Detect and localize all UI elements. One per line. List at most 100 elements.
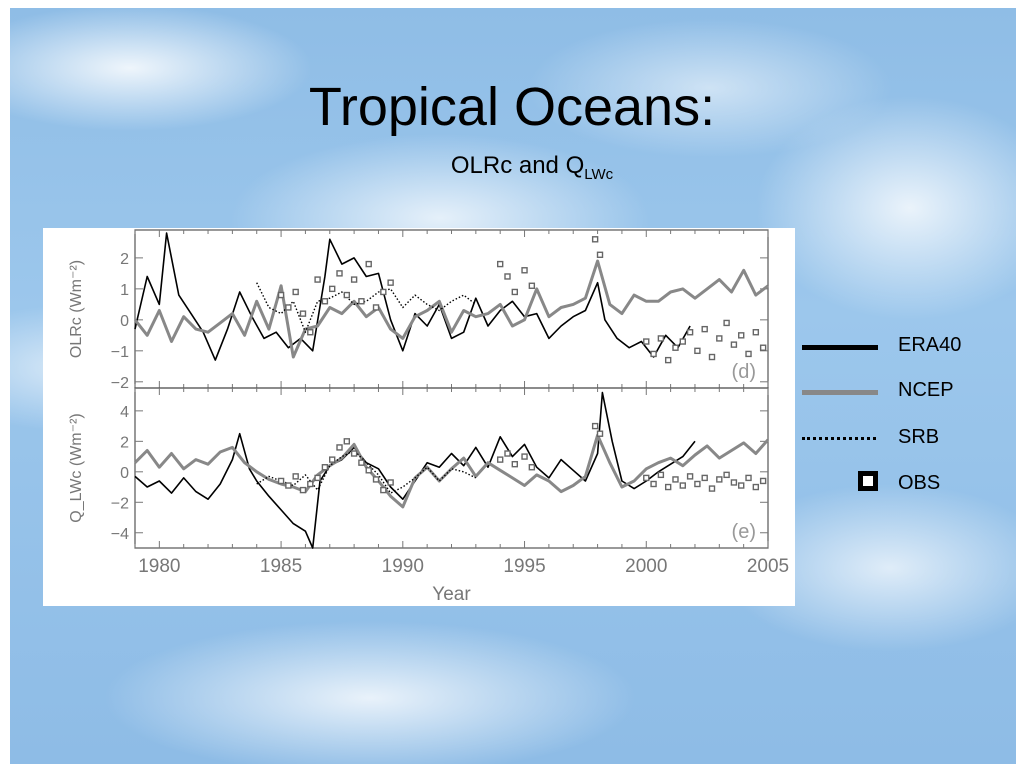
- obs-marker-olrc: [504, 273, 511, 280]
- obs-marker-qlwc: [591, 422, 599, 430]
- legend-label-obs: OBS: [898, 472, 941, 494]
- obs-marker-qlwc: [701, 474, 708, 482]
- panel-frame-olrc: [134, 229, 769, 389]
- legend-item-obs: OBS: [800, 468, 1010, 498]
- legend-label-era40: ERA40: [898, 334, 962, 356]
- obs-marker-qlwc: [664, 483, 672, 491]
- obs-marker-qlwc: [511, 460, 518, 468]
- obs-marker-qlwc: [350, 450, 358, 457]
- obs-marker-qlwc: [596, 430, 604, 437]
- y-tick-label-olrc: −1: [111, 344, 129, 361]
- legend-swatch-obs: [858, 471, 878, 491]
- obs-marker-olrc: [694, 347, 701, 355]
- obs-marker-qlwc: [285, 482, 292, 489]
- obs-marker-olrc: [701, 325, 708, 333]
- series-line-era40-olrc: [134, 232, 691, 361]
- figure-panel: −2 −1 0 1 2 OLRc (Wm⁻²) (d) −4 −2 0 2 4 Q_LWc (Wm⁻²)…: [43, 228, 795, 606]
- obs-marker-olrc: [664, 356, 672, 364]
- obs-marker-qlwc: [679, 482, 686, 489]
- obs-marker-olrc: [738, 332, 745, 339]
- obs-marker-qlwc: [738, 482, 745, 489]
- obs-marker-qlwc: [504, 450, 511, 457]
- obs-marker-olrc: [730, 341, 738, 348]
- obs-marker-olrc: [314, 276, 321, 283]
- obs-marker-qlwc: [496, 456, 504, 463]
- legend-label-srb: SRB: [898, 426, 940, 448]
- obs-marker-olrc: [591, 236, 599, 243]
- obs-marker-olrc: [329, 285, 336, 293]
- x-tick-label: 1995: [503, 556, 545, 577]
- obs-marker-olrc: [496, 260, 504, 268]
- obs-marker-olrc: [723, 319, 730, 327]
- obs-marker-olrc: [745, 350, 752, 358]
- obs-marker-olrc: [299, 310, 307, 317]
- obs-marker-olrc: [679, 338, 686, 345]
- obs-marker-olrc: [511, 288, 518, 296]
- legend-item-srb: SRB: [800, 422, 1010, 452]
- panel-label-olrc: (d): [732, 361, 756, 383]
- legend-swatch-era40: [802, 345, 878, 350]
- obs-marker-olrc: [708, 353, 716, 361]
- obs-marker-qlwc: [387, 479, 394, 486]
- obs-marker-qlwc: [723, 471, 730, 479]
- obs-marker-olrc: [387, 279, 394, 286]
- subtitle-subscript: LWc: [584, 165, 614, 183]
- series-line-srb-olrc: [256, 282, 477, 333]
- y-axis-label-qlwc: Q_LWc (Wm⁻²): [68, 413, 85, 522]
- y-tick-label-olrc: 1: [120, 282, 129, 299]
- y-tick-label-qlwc: 2: [120, 434, 129, 451]
- obs-marker-olrc: [596, 251, 604, 258]
- panel-label-qlwc: (e): [732, 521, 756, 543]
- obs-marker-qlwc: [528, 464, 536, 471]
- obs-marker-olrc: [321, 298, 329, 305]
- subtitle-main: OLRc and Q: [450, 152, 585, 179]
- obs-marker-qlwc: [521, 453, 528, 460]
- obs-marker-olrc: [372, 304, 380, 311]
- obs-marker-qlwc: [299, 486, 307, 494]
- obs-marker-olrc: [307, 329, 314, 336]
- obs-marker-olrc: [292, 288, 299, 296]
- obs-marker-qlwc: [321, 464, 329, 471]
- y-tick-label-qlwc: 0: [120, 465, 129, 482]
- obs-marker-olrc: [672, 344, 679, 351]
- legend-label-ncep: NCEP: [898, 379, 954, 401]
- obs-marker-olrc: [350, 276, 358, 283]
- chart-svg: −2 −1 0 1 2 OLRc (Wm⁻²) (d) −4 −2 0 2 4 Q_LWc (Wm⁻²)…: [68, 229, 789, 605]
- obs-marker-qlwc: [365, 467, 372, 474]
- obs-marker-olrc: [528, 282, 536, 289]
- x-tick-label: 1990: [382, 556, 424, 577]
- obs-marker-qlwc: [657, 471, 665, 479]
- slide-subtitle: OLRc and QLWc: [0, 152, 1024, 183]
- obs-marker-qlwc: [336, 444, 343, 451]
- obs-marker-qlwc: [307, 480, 314, 488]
- obs-marker-qlwc: [759, 477, 767, 485]
- series-line-era40-qlwc: [134, 391, 696, 549]
- y-tick-label-qlwc: 4: [120, 404, 129, 421]
- obs-marker-olrc: [759, 344, 767, 351]
- obs-marker-qlwc: [650, 480, 657, 488]
- legend-item-era40: ERA40: [800, 330, 1010, 360]
- series-line-ncep-qlwc: [133, 433, 770, 509]
- obs-marker-qlwc: [730, 479, 738, 486]
- legend-item-ncep: NCEP: [800, 375, 1010, 405]
- y-tick-label-olrc: −2: [111, 375, 129, 392]
- x-tick-label: 1980: [138, 556, 180, 577]
- y-tick-label-olrc: 2: [120, 251, 129, 268]
- obs-marker-olrc: [336, 270, 343, 277]
- obs-marker-qlwc: [314, 474, 321, 482]
- slide-title: Tropical Oceans:: [308, 77, 716, 137]
- x-tick-label: 2005: [747, 556, 789, 577]
- series-line-ncep-olrc: [133, 259, 769, 359]
- obs-marker-olrc: [380, 288, 387, 296]
- obs-marker-olrc: [358, 298, 365, 305]
- obs-marker-olrc: [365, 260, 372, 268]
- y-tick-label-olrc: 0: [120, 313, 129, 330]
- obs-marker-qlwc: [372, 476, 380, 483]
- x-tick-label: 2000: [625, 556, 667, 577]
- y-axis-label-olrc: OLRc (Wm⁻²): [68, 260, 85, 358]
- obs-marker-qlwc: [343, 438, 351, 445]
- x-tick-label: 1985: [260, 556, 302, 577]
- obs-marker-qlwc: [358, 459, 365, 466]
- obs-marker-qlwc: [643, 474, 650, 482]
- obs-marker-qlwc: [329, 456, 336, 463]
